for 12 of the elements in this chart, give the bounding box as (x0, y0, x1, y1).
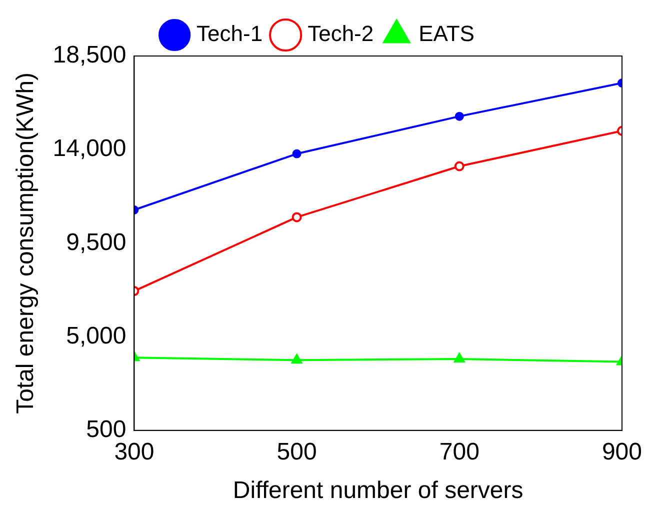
y-axis-title: Total energy consumption(KWh) (12, 72, 40, 414)
legend-label: Tech-2 (308, 21, 374, 46)
y-tick-label: 5,000 (66, 322, 126, 350)
y-tick-label: 9,500 (66, 228, 126, 256)
x-tick-label: 500 (276, 438, 317, 466)
x-axis-title: Different number of servers (232, 477, 524, 504)
legend-label: EATS (418, 21, 474, 46)
legend-label: Tech-1 (196, 21, 263, 46)
x-tick-label: 700 (439, 438, 480, 466)
y-tick-label: 14,000 (52, 135, 126, 162)
x-tick-label: 900 (602, 438, 642, 466)
y-tick-label: 18,500 (52, 42, 126, 69)
